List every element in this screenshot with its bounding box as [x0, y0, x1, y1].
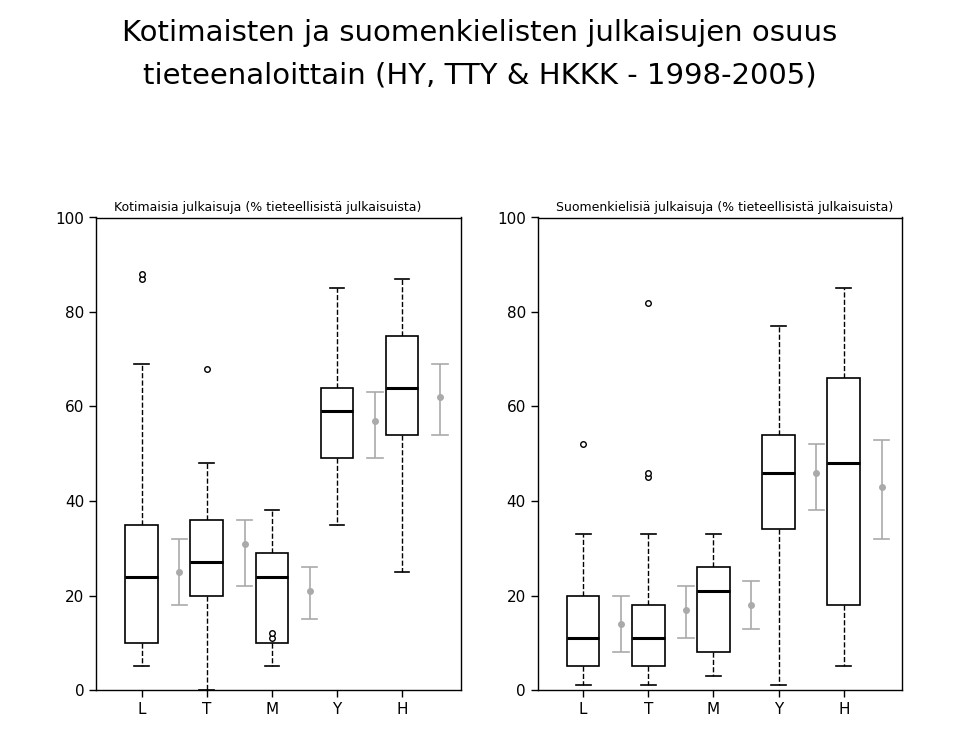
Text: tieteenaloittain (HY, TTY & HKKK - 1998-2005): tieteenaloittain (HY, TTY & HKKK - 1998-…: [143, 62, 817, 89]
Bar: [567, 596, 599, 666]
Text: Suomenkielisiä julkaisuja (% tieteellisistä julkaisuista): Suomenkielisiä julkaisuja (% tieteellisi…: [556, 201, 893, 214]
Bar: [255, 553, 288, 643]
Text: Kotimaisten ja suomenkielisten julkaisujen osuus: Kotimaisten ja suomenkielisten julkaisuj…: [122, 19, 838, 46]
Bar: [697, 567, 730, 652]
Bar: [632, 605, 664, 666]
Bar: [321, 388, 353, 458]
Bar: [126, 525, 157, 643]
Bar: [386, 335, 419, 435]
Bar: [762, 435, 795, 530]
Bar: [828, 378, 860, 605]
Text: Kotimaisia julkaisuja (% tieteellisistä julkaisuista): Kotimaisia julkaisuja (% tieteellisistä …: [114, 201, 421, 214]
Bar: [190, 520, 223, 596]
